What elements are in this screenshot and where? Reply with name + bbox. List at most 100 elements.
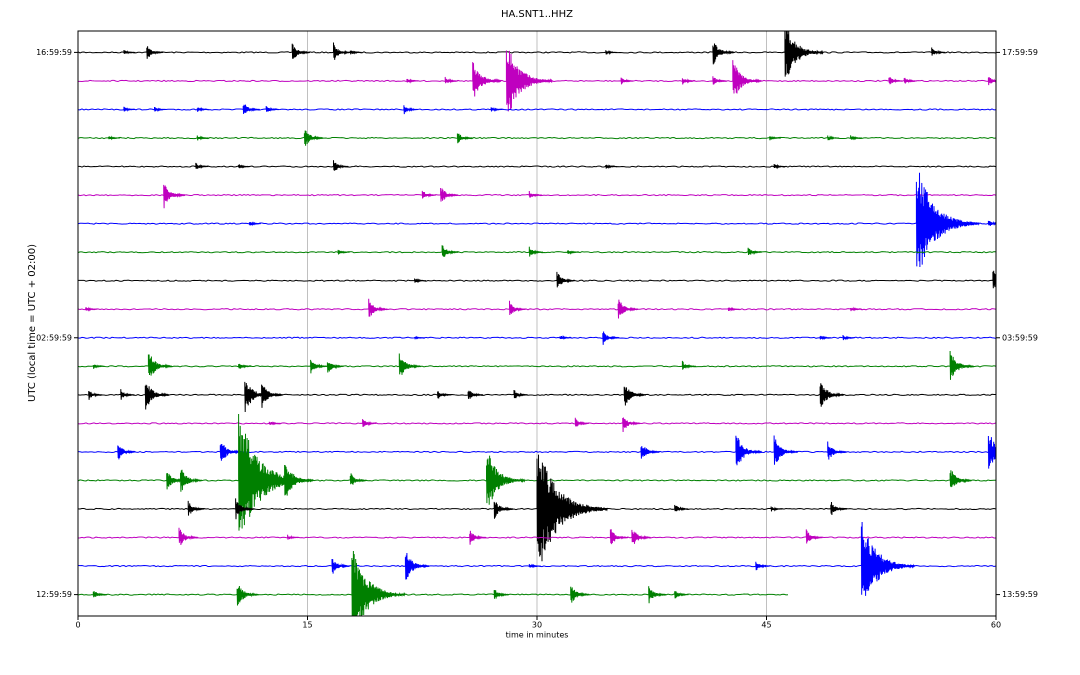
seismic-event [333,42,352,60]
seismic-event [238,414,310,531]
trace-baseline [78,593,789,596]
seismic-event [421,190,437,199]
seismic-event [187,500,205,516]
seismic-event [123,50,136,55]
seismic-event [931,47,946,56]
trace-baseline [78,222,996,225]
trace-baseline [78,108,996,111]
seismic-event [602,331,620,345]
seismic-event [805,529,823,544]
seismic-event [784,31,824,77]
seismic-event [284,465,314,496]
seismic-event [755,561,770,571]
seismic-event [509,300,527,315]
seismic-event [268,421,281,426]
seismic-event [773,435,799,465]
seismic-event [351,551,406,616]
seismic-event [456,133,473,144]
seismic-event [842,335,855,341]
seismic-event [528,190,543,198]
seismic-event [819,383,845,407]
seismic-event [486,455,526,505]
trace-baseline [78,279,996,282]
seismic-event [88,391,103,400]
seismic-event [681,78,696,85]
seismic-event [120,389,135,400]
seismic-event [196,135,209,141]
seismic-event [574,417,590,427]
seismic-event [236,586,259,606]
seismic-event [681,360,697,370]
seismic-event [92,364,105,369]
seismic-event [605,49,618,56]
seismic-event [528,563,541,569]
seismic-event [617,299,639,319]
seismic-event [403,105,418,115]
seismic-event [349,473,368,485]
chart-title: HA.SNT1..HHZ [501,9,573,20]
seismic-event [444,76,458,84]
y2-tick-label: 03:59:59 [1002,333,1038,342]
seismic-event [493,501,514,519]
seismic-event [631,529,651,544]
seismic-event [472,62,502,97]
seismic-event [735,435,763,466]
seismic-event [144,384,170,410]
seismic-event [261,384,284,408]
seismic-event [640,446,661,459]
seismic-event [747,247,763,256]
seismic-event [467,390,484,399]
seismic-event [567,250,580,255]
seismic-event [949,350,975,380]
seismic-event [769,136,782,141]
y-axis-label: UTC (local time = UTC + 02:00) [27,244,38,402]
seismic-event [331,558,350,574]
seismic-event [732,60,762,94]
seismic-event [949,470,972,488]
seismic-event [513,390,529,399]
seismic-event [674,504,689,512]
x-tick-label: 15 [302,621,312,630]
y-tick-label: 02:59:59 [36,333,72,342]
y2-tick-label: 13:59:59 [1002,590,1038,599]
seismic-event [505,50,553,112]
seismic-event [326,362,345,373]
trace-baseline [78,165,996,168]
seismic-event [987,436,996,469]
seismic-event [987,220,996,227]
trace-baseline [78,51,996,54]
seismic-event [349,50,362,55]
seismic-event [493,590,510,599]
seismic-event [674,591,689,599]
seismic-event [238,164,251,169]
trace-baseline [78,536,996,539]
seismic-event [414,335,425,341]
seismic-event [398,353,422,375]
trace-baseline [78,422,996,425]
seismic-event [265,106,279,112]
seismic-event [556,271,575,288]
seismic-event [441,245,459,257]
seismic-event [235,498,255,520]
seismic-event [108,135,121,141]
trace-baseline [78,136,996,140]
seismic-event [827,441,847,460]
seismic-event [154,106,167,113]
seismic-event [196,106,209,112]
seismic-event [528,246,544,257]
seismic-event [770,506,783,512]
seismic-event [85,306,98,312]
seismic-event [146,46,164,59]
seismic-event [609,529,629,545]
seismic-event [888,77,903,85]
trace-baseline [78,336,996,339]
seismic-event [178,527,199,545]
x-tick-label: 45 [761,621,771,630]
seismic-event [414,278,427,284]
y-tick-label: 16:59:59 [36,48,72,57]
seismic-event [490,107,503,112]
seismic-event [536,454,608,562]
seismic-event [570,586,590,603]
seismic-event [368,298,388,317]
